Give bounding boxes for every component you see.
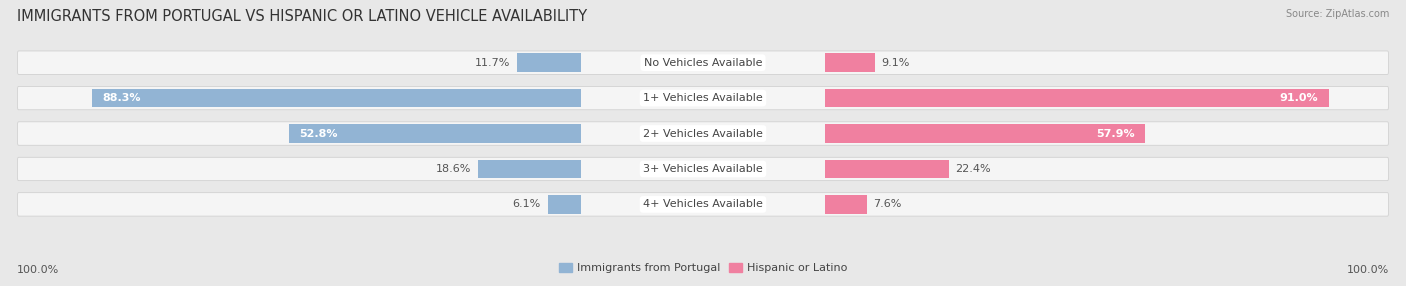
Bar bbox=[548, 195, 582, 214]
Text: 100.0%: 100.0% bbox=[1347, 265, 1389, 275]
Text: 6.1%: 6.1% bbox=[513, 199, 541, 209]
Legend: Immigrants from Portugal, Hispanic or Latino: Immigrants from Portugal, Hispanic or La… bbox=[554, 258, 852, 278]
Text: IMMIGRANTS FROM PORTUGAL VS HISPANIC OR LATINO VEHICLE AVAILABILITY: IMMIGRANTS FROM PORTUGAL VS HISPANIC OR … bbox=[17, 9, 586, 23]
Text: 22.4%: 22.4% bbox=[956, 164, 991, 174]
Text: 18.6%: 18.6% bbox=[436, 164, 471, 174]
FancyBboxPatch shape bbox=[17, 157, 1389, 181]
Text: No Vehicles Available: No Vehicles Available bbox=[644, 58, 762, 68]
Text: 1+ Vehicles Available: 1+ Vehicles Available bbox=[643, 93, 763, 103]
Bar bbox=[93, 89, 582, 107]
Text: Source: ZipAtlas.com: Source: ZipAtlas.com bbox=[1285, 9, 1389, 19]
FancyBboxPatch shape bbox=[17, 193, 1389, 216]
Bar bbox=[824, 195, 866, 214]
FancyBboxPatch shape bbox=[17, 51, 1389, 74]
Text: 91.0%: 91.0% bbox=[1279, 93, 1319, 103]
Text: 11.7%: 11.7% bbox=[474, 58, 510, 68]
Bar bbox=[824, 53, 875, 72]
Text: 52.8%: 52.8% bbox=[299, 128, 337, 138]
FancyBboxPatch shape bbox=[17, 122, 1389, 145]
Text: 4+ Vehicles Available: 4+ Vehicles Available bbox=[643, 199, 763, 209]
Bar bbox=[478, 160, 582, 178]
Text: 57.9%: 57.9% bbox=[1097, 128, 1135, 138]
Bar bbox=[824, 89, 1329, 107]
Text: 100.0%: 100.0% bbox=[17, 265, 59, 275]
Bar bbox=[824, 160, 949, 178]
FancyBboxPatch shape bbox=[17, 86, 1389, 110]
Text: 2+ Vehicles Available: 2+ Vehicles Available bbox=[643, 128, 763, 138]
Text: 3+ Vehicles Available: 3+ Vehicles Available bbox=[643, 164, 763, 174]
Text: 9.1%: 9.1% bbox=[882, 58, 910, 68]
Bar bbox=[516, 53, 582, 72]
Text: 88.3%: 88.3% bbox=[103, 93, 141, 103]
Text: 7.6%: 7.6% bbox=[873, 199, 901, 209]
Bar bbox=[824, 124, 1146, 143]
Bar bbox=[290, 124, 582, 143]
